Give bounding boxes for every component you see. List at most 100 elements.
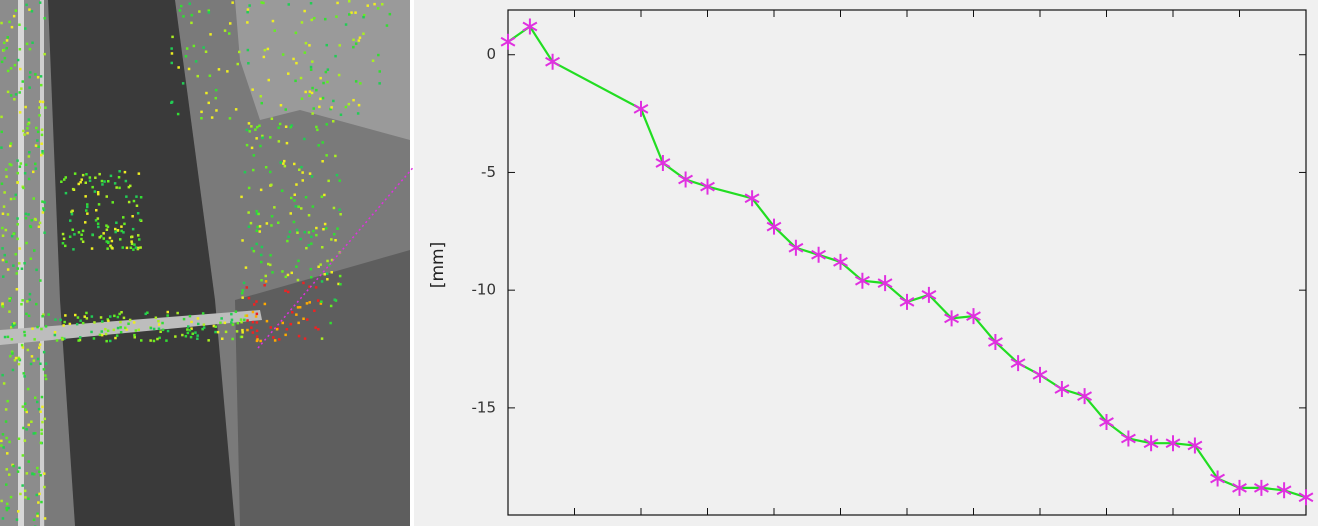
scatterer-dot <box>99 316 103 319</box>
scatterer-dot <box>53 333 57 337</box>
scatterer-dot <box>10 338 14 341</box>
scatterer-dot <box>229 22 232 25</box>
scatterer-dot <box>5 483 8 486</box>
scatterer-dot <box>27 423 30 427</box>
scatterer-dot <box>246 21 249 24</box>
scatterer-dot <box>1 226 4 230</box>
scatterer-dot <box>39 75 43 78</box>
scatterer-dot <box>216 330 220 334</box>
scatterer-dot <box>26 387 30 391</box>
scatterer-dot <box>17 362 21 366</box>
scatterer-dot <box>16 217 19 220</box>
scatterer-dot <box>231 323 235 326</box>
scatterer-dot <box>285 328 289 331</box>
scatterer-dot <box>75 322 79 326</box>
scatterer-dot <box>322 228 325 231</box>
scatterer-dot <box>270 224 273 227</box>
scatterer-dot <box>23 439 27 442</box>
scatterer-dot <box>107 180 110 183</box>
scatterer-dot <box>214 325 217 328</box>
scatterer-dot <box>313 17 316 20</box>
scatterer-dot <box>311 112 314 115</box>
scatterer-dot <box>0 21 3 25</box>
scatterer-dot <box>42 208 46 212</box>
scatterer-dot <box>36 512 39 515</box>
scatterer-dot <box>16 237 19 241</box>
scatterer-dot <box>207 11 211 14</box>
scatterer-dot <box>336 227 339 230</box>
scatterer-dot <box>139 196 143 199</box>
scatterer-dot <box>254 128 257 131</box>
scatterer-dot <box>187 67 191 71</box>
scatterer-dot <box>354 80 358 83</box>
scatterer-dot <box>338 274 342 278</box>
scatterer-dot <box>24 163 28 166</box>
scatterer-dot <box>295 313 298 316</box>
scatterer-dot <box>283 159 286 163</box>
scatterer-dot <box>69 219 72 222</box>
scatterer-dot <box>79 319 82 322</box>
scatterer-dot <box>297 334 301 338</box>
scatterer-dot <box>251 331 255 334</box>
scatterer-dot <box>68 322 72 326</box>
scatterer-dot <box>235 330 239 333</box>
scatterer-dot <box>196 337 199 340</box>
scatterer-dot <box>363 13 366 17</box>
scatterer-dot <box>26 348 30 352</box>
scatterer-dot <box>244 314 247 317</box>
scatterer-dot <box>22 372 25 375</box>
scatterer-dot <box>122 231 125 234</box>
scatterer-dot <box>241 296 244 299</box>
scatterer-dot <box>30 355 34 358</box>
scatterer-dot <box>357 103 361 107</box>
scatterer-dot <box>44 325 48 328</box>
scatterer-dot <box>282 162 285 165</box>
scatterer-dot <box>385 24 389 27</box>
scatterer-dot <box>40 83 43 87</box>
scatterer-dot <box>214 330 217 334</box>
scatterer-dot <box>23 375 26 378</box>
point-marker <box>921 286 937 303</box>
scatterer-dot <box>109 315 112 318</box>
scatterer-dot <box>191 332 194 335</box>
scatterer-dot <box>124 179 128 183</box>
scatterer-dot <box>319 302 323 305</box>
scatterer-dot <box>332 120 335 123</box>
point-marker <box>500 33 516 50</box>
scatterer-dot <box>9 355 12 358</box>
point-marker <box>788 239 804 256</box>
scatterer-dot <box>315 233 318 237</box>
scatterer-dot <box>105 240 108 243</box>
point-marker <box>1232 479 1247 496</box>
scatterer-dot <box>291 311 294 314</box>
scatterer-dot <box>27 177 31 181</box>
scatterer-dot <box>37 225 41 228</box>
scatterer-dot <box>332 206 336 210</box>
scatterer-dot <box>177 66 180 69</box>
scatterer-dot <box>294 31 298 35</box>
scatterer-dot <box>4 168 8 171</box>
scatterer-dot <box>236 62 239 66</box>
scatterer-dot <box>1 373 4 377</box>
scatterer-dot <box>313 309 316 312</box>
scatterer-dot <box>261 136 264 139</box>
scatterer-dot <box>38 1 42 4</box>
scatterer-dot <box>278 338 281 341</box>
scatterer-dot <box>292 220 296 224</box>
scatterer-dot <box>264 274 267 278</box>
point-marker <box>700 178 715 195</box>
scatterer-dot <box>61 338 64 341</box>
scatterer-dot <box>43 485 46 489</box>
scatterer-dot <box>194 60 198 63</box>
scatterer-dot <box>378 82 381 85</box>
scatterer-dot <box>330 238 333 241</box>
scatterer-dot <box>178 9 182 12</box>
scatterer-dot <box>246 328 249 332</box>
point-marker <box>1276 482 1292 499</box>
scatterer-dot <box>105 339 108 343</box>
scatterer-dot <box>325 227 328 230</box>
scatterer-dot <box>230 312 233 316</box>
scatterer-dot <box>106 247 109 250</box>
scatterer-dot <box>39 362 42 365</box>
dike <box>40 0 44 526</box>
